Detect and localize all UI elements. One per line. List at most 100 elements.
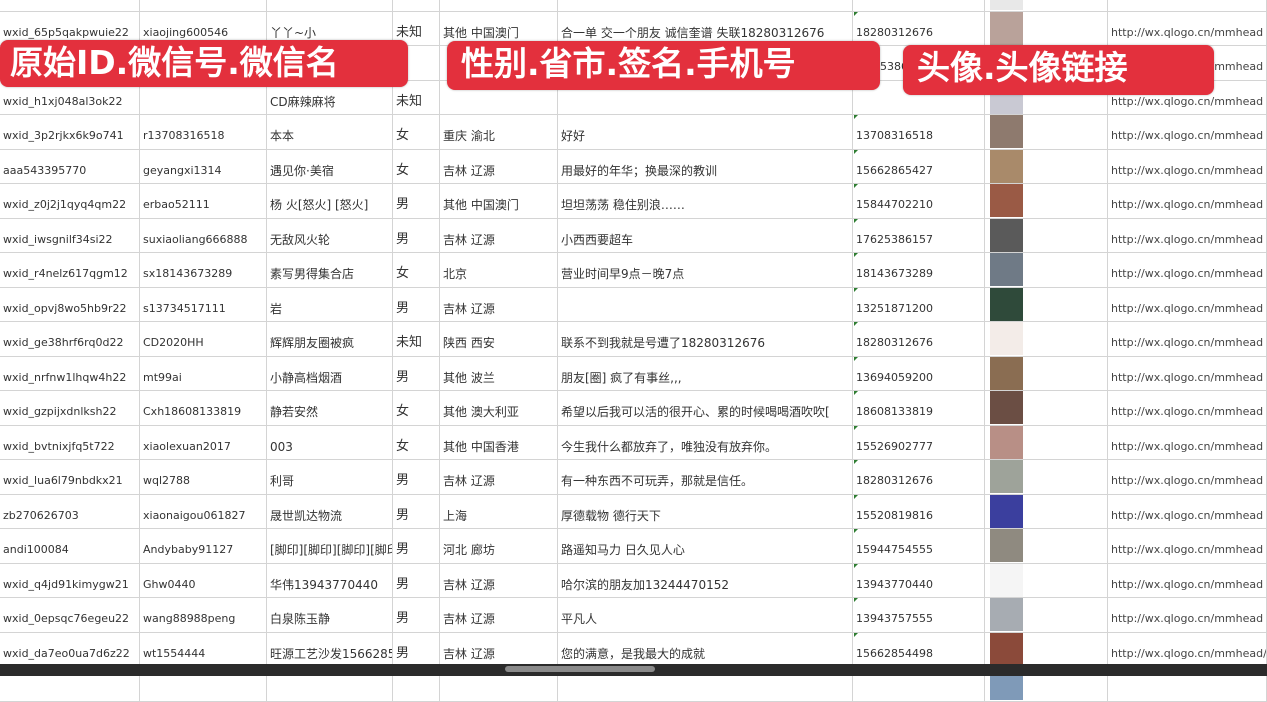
cell-wechat-id[interactable]: Ghw0440 — [140, 562, 267, 597]
cell-signature[interactable]: 好好 — [558, 114, 853, 149]
cell-phone[interactable]: 13694059200 — [853, 355, 985, 390]
cell-wechat-name[interactable]: 丫丫~小 — [267, 10, 393, 45]
cell-wechat-name[interactable]: 利哥 — [267, 459, 393, 494]
cell-region[interactable]: 吉林 辽源 — [440, 286, 558, 321]
cell-avatar[interactable] — [985, 528, 1108, 563]
cell-region[interactable]: 吉林 辽源 — [440, 562, 558, 597]
cell-gender[interactable]: 男 — [393, 355, 440, 390]
cell-signature[interactable]: 小西西要超车 — [558, 217, 853, 252]
cell-wechat-name[interactable]: 无敌风火轮 — [267, 217, 393, 252]
cell-gender[interactable]: 男 — [393, 528, 440, 563]
cell-signature[interactable]: 联系不到我就是号遭了18280312676 — [558, 321, 853, 356]
cell-phone[interactable]: 13708316518 — [853, 114, 985, 149]
cell-original-id[interactable]: aaa543395770 — [0, 148, 140, 183]
cell-phone[interactable]: 15844702210 — [853, 183, 985, 218]
cell-original-id[interactable]: wxid_lua6l79nbdkx21 — [0, 459, 140, 494]
cell-signature[interactable]: 路遥知马力 日久见人心 — [558, 528, 853, 563]
cell-region[interactable]: 吉林 辽源 — [440, 597, 558, 632]
cell-phone[interactable]: 17625386157 — [853, 217, 985, 252]
cell-original-id[interactable]: wxid_r4nelz617qgm12 — [0, 252, 140, 287]
cell-wechat-id[interactable] — [140, 0, 267, 11]
cell-wechat-id[interactable]: geyangxi1314 — [140, 148, 267, 183]
cell-avatar[interactable] — [985, 148, 1108, 183]
cell-wechat-name[interactable]: CD麻辣麻将 — [267, 79, 393, 114]
cell-gender[interactable]: 未知 — [393, 321, 440, 356]
cell-wechat-id[interactable]: Andybaby91127 — [140, 528, 267, 563]
cell-phone[interactable]: 18280312676 — [853, 10, 985, 45]
cell-region[interactable]: 其他 波兰 — [440, 355, 558, 390]
cell-avatar-link[interactable]: http://wx.qlogo.cn/mmhead — [1108, 183, 1267, 218]
cell-wechat-id[interactable]: xiaonaigou061827 — [140, 493, 267, 528]
cell-signature[interactable] — [558, 79, 853, 114]
cell-original-id[interactable]: wxid_iwsgnilf34si22 — [0, 217, 140, 252]
cell-avatar[interactable] — [985, 0, 1108, 11]
cell-wechat-id[interactable]: CD2020HH — [140, 321, 267, 356]
cell-avatar[interactable] — [985, 562, 1108, 597]
cell-avatar-link[interactable]: http://wx.qlogo.cn/mmhead — [1108, 148, 1267, 183]
cell-wechat-id[interactable]: xiaolexuan2017 — [140, 424, 267, 459]
cell-original-id[interactable]: wxid_z0j2j1qyq4qm22 — [0, 183, 140, 218]
cell-region[interactable]: 河北 廊坊 — [440, 528, 558, 563]
cell-avatar-link[interactable]: http://wx.qlogo.cn/mmhead — [1108, 10, 1267, 45]
cell-original-id[interactable]: wxid_0epsqc76egeu22 — [0, 597, 140, 632]
cell-wechat-name[interactable]: 小静高档烟酒 — [267, 355, 393, 390]
cell-gender[interactable]: 男 — [393, 183, 440, 218]
cell-wechat-name[interactable]: 杨 火[怒火] [怒火] — [267, 183, 393, 218]
cell-avatar[interactable] — [985, 114, 1108, 149]
cell-original-id[interactable]: wxid_q4jd91kimygw21 — [0, 562, 140, 597]
cell-wechat-id[interactable]: wql2788 — [140, 459, 267, 494]
cell-avatar-link[interactable]: http://wx.qlogo.cn/mmhead — [1108, 424, 1267, 459]
cell-wechat-id[interactable]: suxiaoliang666888 — [140, 217, 267, 252]
horizontal-scrollbar[interactable] — [505, 666, 655, 672]
cell-wechat-id[interactable] — [140, 79, 267, 114]
cell-wechat-id[interactable]: mt99ai — [140, 355, 267, 390]
cell-wechat-name[interactable]: [脚印][脚印][脚印][脚印] — [267, 528, 393, 563]
cell-region[interactable]: 其他 中国澳门 — [440, 10, 558, 45]
cell-original-id[interactable]: wxid_nrfnw1lhqw4h22 — [0, 355, 140, 390]
cell-avatar[interactable] — [985, 252, 1108, 287]
cell-avatar-link[interactable]: http://wx.qlogo.cn/mmhead — [1108, 493, 1267, 528]
cell-phone[interactable]: 13943770440 — [853, 562, 985, 597]
cell-signature[interactable]: 厚德载物 德行天下 — [558, 493, 853, 528]
cell-region[interactable] — [440, 0, 558, 11]
cell-gender[interactable] — [393, 45, 440, 80]
cell-avatar-link[interactable]: http://wx.qlogo.cn/mmhead — [1108, 217, 1267, 252]
cell-signature[interactable]: 营业时间早9点－晚7点 — [558, 252, 853, 287]
cell-gender[interactable]: 男 — [393, 493, 440, 528]
cell-phone[interactable]: 18280312676 — [853, 459, 985, 494]
cell-phone[interactable]: 15526902777 — [853, 424, 985, 459]
cell-signature[interactable]: 希望以后我可以活的很开心、累的时候喝喝酒吹吹[ — [558, 390, 853, 425]
cell-phone[interactable]: 13251871200 — [853, 286, 985, 321]
cell-gender[interactable]: 男 — [393, 562, 440, 597]
cell-gender[interactable]: 男 — [393, 631, 440, 666]
cell-avatar[interactable] — [985, 183, 1108, 218]
cell-region[interactable]: 吉林 辽源 — [440, 148, 558, 183]
cell-phone[interactable]: 18608133819 — [853, 390, 985, 425]
cell-avatar[interactable] — [985, 631, 1108, 666]
cell-wechat-id[interactable]: s13734517111 — [140, 286, 267, 321]
cell-avatar[interactable] — [985, 10, 1108, 45]
cell-signature[interactable]: 有一种东西不可玩弄，那就是信任。 — [558, 459, 853, 494]
cell-wechat-id[interactable]: r13708316518 — [140, 114, 267, 149]
cell-phone[interactable]: 15520819816 — [853, 493, 985, 528]
cell-region[interactable]: 重庆 渝北 — [440, 114, 558, 149]
cell-wechat-name[interactable]: 白泉陈玉静 — [267, 597, 393, 632]
cell-wechat-name[interactable]: 003 — [267, 424, 393, 459]
cell-phone[interactable]: 18280312676 — [853, 321, 985, 356]
cell-original-id[interactable]: wxid_h1xj048al3ok22 — [0, 79, 140, 114]
cell-signature[interactable]: 用最好的年华；换最深的教训 — [558, 148, 853, 183]
cell-region[interactable]: 其他 澳大利亚 — [440, 390, 558, 425]
cell-wechat-name[interactable]: 静若安然 — [267, 390, 393, 425]
cell-avatar-link[interactable]: http://wx.qlogo.cn/mmhead — [1108, 528, 1267, 563]
cell-gender[interactable]: 男 — [393, 286, 440, 321]
cell-avatar-link[interactable] — [1108, 0, 1267, 11]
cell-avatar-link[interactable]: http://wx.qlogo.cn/mmhead — [1108, 114, 1267, 149]
cell-wechat-id[interactable]: wang88988peng — [140, 597, 267, 632]
cell-region[interactable]: 吉林 辽源 — [440, 217, 558, 252]
cell-original-id[interactable] — [0, 0, 140, 11]
cell-original-id[interactable]: wxid_ge38hrf6rq0d22 — [0, 321, 140, 356]
cell-avatar-link[interactable]: http://wx.qlogo.cn/mmhead — [1108, 597, 1267, 632]
cell-wechat-name[interactable]: 辉辉朋友圈被疯 — [267, 321, 393, 356]
cell-avatar-link[interactable]: http://wx.qlogo.cn/mmhead — [1108, 459, 1267, 494]
cell-avatar[interactable] — [985, 493, 1108, 528]
